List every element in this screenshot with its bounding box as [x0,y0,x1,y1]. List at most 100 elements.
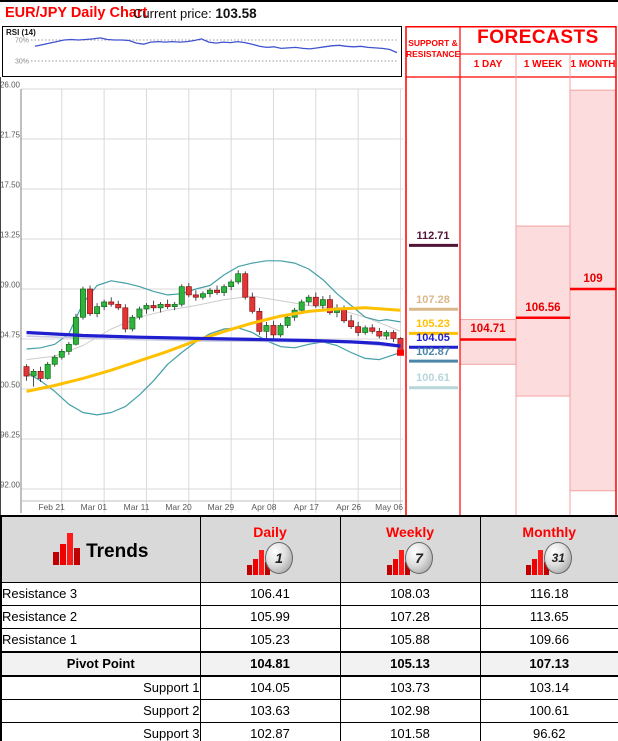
support-resistance-header: SUPPORT & RESISTANCE [406,38,461,59]
title-bar: EUR/JPY Daily Chart Current price: 103.5… [0,2,618,26]
table-row: Support 2 103.63 102.98 100.61 [0,698,618,723]
x-axis-label: Apr 17 [294,502,319,512]
page-title: EUR/JPY Daily Chart [5,5,148,21]
forecast-col-1week: 1 WEEK [523,59,563,70]
candle-up [72,316,79,345]
pivot-value-cell: 109.66 [479,627,618,652]
rsi-label: RSI (14) [6,28,36,37]
forecast-range-box [459,318,517,365]
candle-up [305,296,312,303]
candle-up [319,299,326,306]
candle-up [94,306,101,315]
candle-up [44,363,51,379]
candle-up [143,305,150,310]
candle-down [312,296,319,306]
candle-up [263,325,270,332]
pivot-value-cell: 105.23 [199,627,341,652]
trends-title: Trends [86,541,149,563]
forecast-range-box [569,89,617,492]
candle-up [51,356,58,365]
table-row: Support 3 102.87 101.58 96.62 [0,721,618,741]
row-label: Pivot Point [0,650,201,677]
pivot-value-cell: 102.87 [199,721,341,741]
pivot-value-cell: 100.61 [479,698,618,723]
x-axis-label: Apr 26 [336,502,361,512]
candle-up [277,325,284,336]
ma-blue [26,330,401,348]
candle-down [390,332,397,339]
trends-header-cell: Trends [0,515,201,583]
forecast-panel: SUPPORT & RESISTANCE FORECASTS 1 DAY 1 W… [404,26,618,515]
calendar-7-icon: 7 [405,542,433,575]
bar-chart-icon [53,533,81,566]
candle-down [150,305,157,309]
y-axis-label: 92.00 [1,481,21,490]
candle-down [369,327,376,332]
candle-up [157,303,164,309]
candle-down [185,286,192,296]
sr-level-value: 107.28 [416,293,450,306]
ma-yellow [26,306,401,393]
forecast-value: 106.56 [525,301,561,314]
pivot-value-cell: 107.28 [339,604,481,629]
pivot-value-cell: 113.65 [479,604,618,629]
pivot-value-cell: 103.73 [339,675,481,700]
row-label: Support 1 [0,675,201,700]
rsi-plot: 70% 30% [15,37,398,66]
pivot-value-cell: 116.18 [479,581,618,606]
candle-up [65,343,72,352]
candle-down [348,320,355,327]
candle-up [101,301,108,307]
candle-down [164,303,171,307]
candle-up [298,301,305,311]
candle-up [30,371,37,377]
bar-chart-icon [387,550,411,576]
bar-chart-icon [247,550,271,576]
row-label: Support 2 [0,698,201,723]
daily-label: Daily [253,524,287,541]
candle-up [207,289,213,295]
rsi-line [34,37,398,54]
pivot-value-cell: 104.81 [199,650,341,677]
forecast-col-1month: 1 MONTH [570,59,616,70]
candlestick-chart-panel: 126.00 121.75 117.50 113.25 109.00 104.75 100.… [0,77,404,515]
y-axis-label: 96.25 [1,431,21,440]
row-label: Support 3 [0,721,201,741]
x-axis-label: Mar 11 [124,502,150,512]
sma-20 [26,295,401,361]
row-label: Resistance 2 [0,604,201,629]
candle-down [242,273,249,298]
pivot-value-cell: 101.58 [339,721,481,741]
pivot-value-cell: 104.05 [199,675,341,700]
y-axis-label: 100.50 [1,381,21,390]
forecast-col-1day: 1 DAY [473,59,503,70]
calendar-31-icon: 31 [544,542,573,575]
candle-down [122,307,129,330]
candle-up [80,288,86,318]
candle-down [115,303,122,309]
candle-down [270,325,277,336]
pivot-value-cell: 102.98 [339,698,481,723]
pivot-value-cell: 103.14 [479,675,618,700]
pivot-value-cell: 105.88 [339,627,481,652]
row-label: Resistance 1 [0,627,201,652]
candle-up [362,327,369,333]
forecast-value: 104.71 [470,323,506,336]
pivot-point-row: Pivot Point 104.81 105.13 107.13 [0,650,618,677]
forecast-value: 109 [583,273,603,285]
pivot-value-cell: 105.99 [199,604,341,629]
candle-up [171,303,178,307]
row-label: Resistance 3 [0,581,201,606]
daily-header-cell: Daily 1 [199,515,341,583]
candle-down [214,289,220,293]
candle-down [37,371,44,379]
candle-up [284,316,291,326]
current-price-value: 103.58 [215,6,257,21]
forecasts-title: FORECASTS [477,27,599,48]
candle-down [326,299,333,313]
monthly-label: Monthly [522,524,577,541]
sr-level-value: 104.05 [416,331,450,344]
pivot-points-table: Trends Daily 1 Weekly 7 [0,515,618,741]
pivot-value-cell: 105.13 [339,650,481,677]
